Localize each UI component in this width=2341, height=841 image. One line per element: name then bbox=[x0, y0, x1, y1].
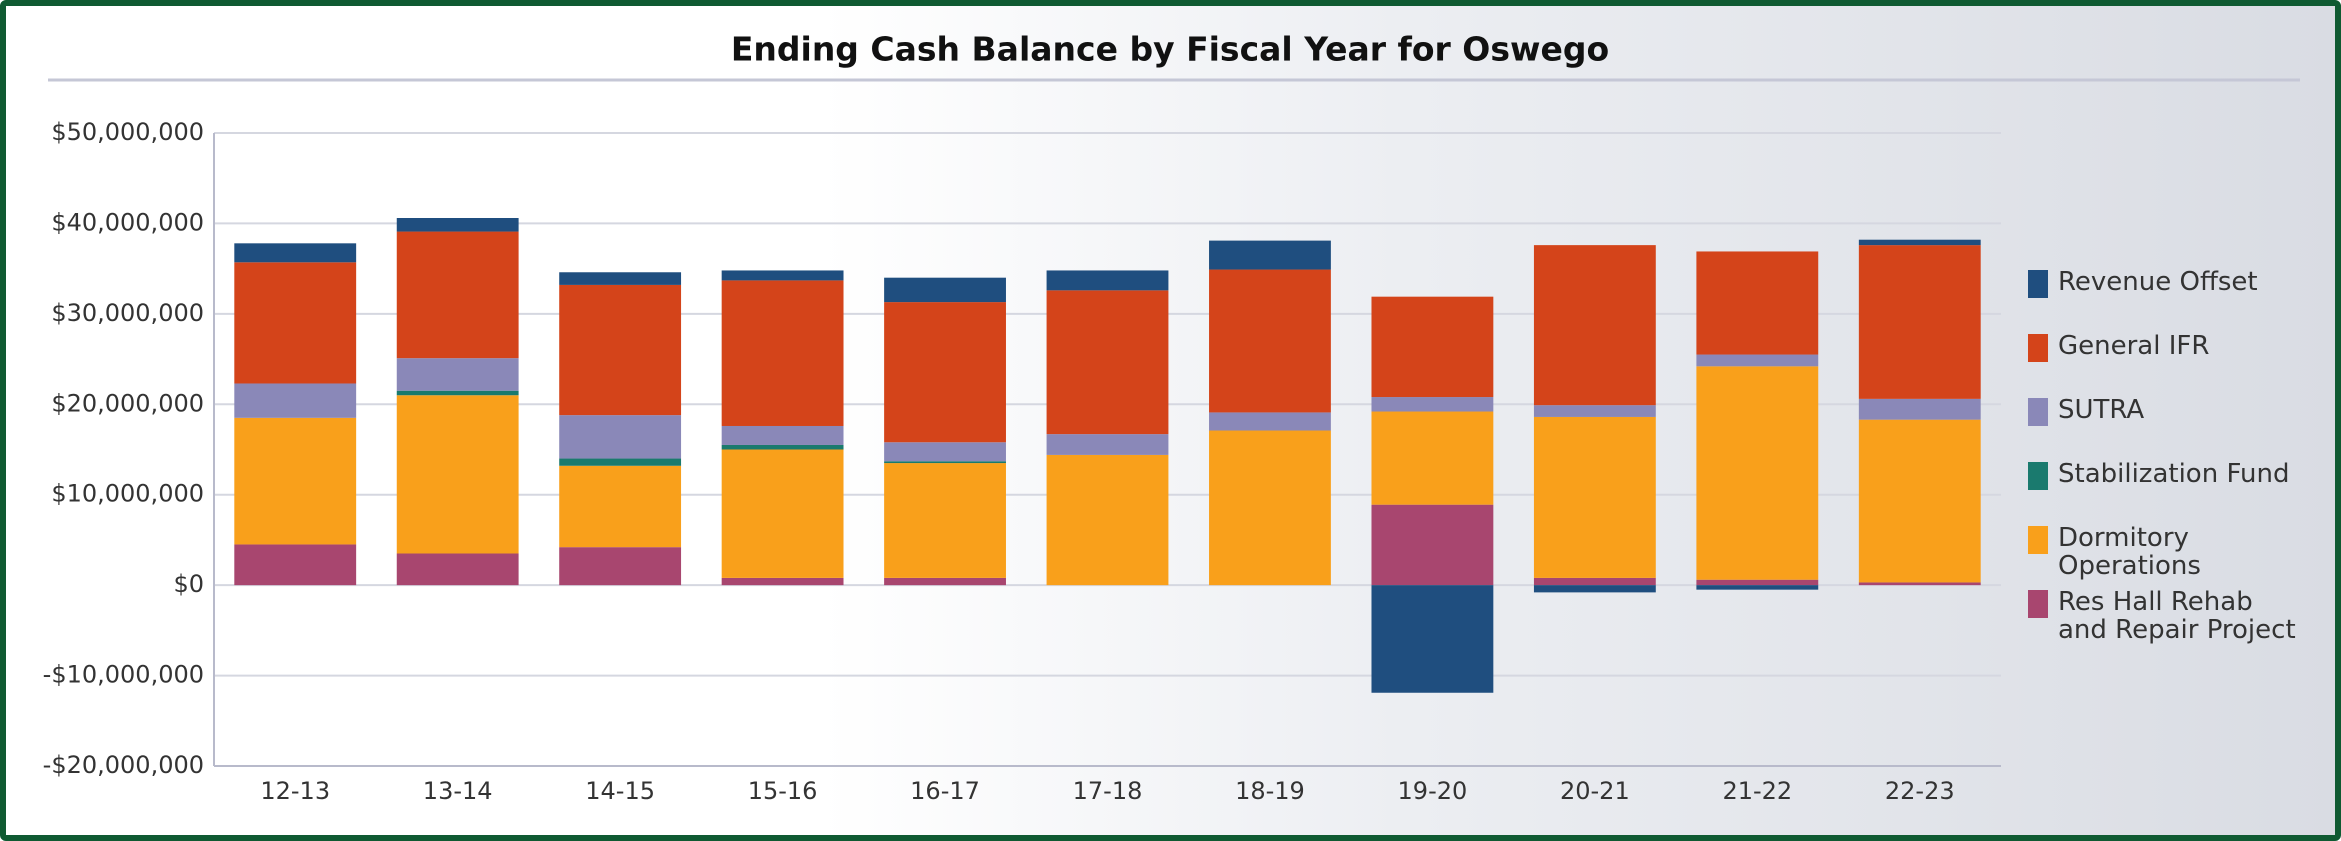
bar-segment bbox=[1858, 582, 1981, 586]
legend-item: Stabilization Fund bbox=[2028, 460, 2298, 490]
bar-segment bbox=[884, 302, 1006, 443]
y-tick-label: $0 bbox=[173, 570, 204, 598]
bar-segment bbox=[721, 577, 844, 586]
bar-segment bbox=[1533, 405, 1656, 417]
bar-segment bbox=[1209, 269, 1331, 413]
bar-segment bbox=[1371, 411, 1494, 505]
bar-segment bbox=[1858, 419, 1981, 583]
bar-segment bbox=[234, 417, 357, 545]
bar-segment bbox=[396, 231, 519, 359]
x-tick-label: 18-19 bbox=[1235, 777, 1305, 805]
bar-segment bbox=[1371, 504, 1494, 586]
y-tick-label: $30,000,000 bbox=[51, 299, 204, 327]
bar-segment bbox=[884, 463, 1006, 578]
bar-segment bbox=[559, 547, 682, 586]
legend-item: Revenue Offset bbox=[2028, 268, 2298, 298]
legend-swatch bbox=[2028, 334, 2048, 362]
legend-swatch bbox=[2028, 590, 2048, 618]
legend-item: Res Hall Rehab and Repair Project bbox=[2028, 588, 2298, 644]
legend-item: General IFR bbox=[2028, 332, 2298, 362]
y-tick-label: -$20,000,000 bbox=[43, 751, 204, 779]
x-tick-label: 16-17 bbox=[910, 777, 980, 805]
x-tick-label: 14-15 bbox=[585, 777, 655, 805]
bar-segment bbox=[559, 284, 682, 416]
x-tick-label: 21-22 bbox=[1722, 777, 1792, 805]
legend-item: Dormitory Operations bbox=[2028, 524, 2298, 580]
bar-segment bbox=[396, 553, 519, 586]
bar-segment bbox=[234, 243, 357, 263]
y-tick-label: $10,000,000 bbox=[51, 480, 204, 508]
bar-segment bbox=[234, 544, 357, 586]
x-tick-label: 19-20 bbox=[1398, 777, 1468, 805]
y-tick-label: -$10,000,000 bbox=[43, 661, 204, 689]
bar-segment bbox=[559, 465, 682, 548]
legend-label: Dormitory Operations bbox=[2058, 523, 2201, 581]
bar-segment bbox=[1533, 577, 1656, 586]
bar-segment bbox=[1533, 416, 1656, 578]
legend-label: General IFR bbox=[2058, 331, 2210, 361]
bar-segment bbox=[721, 425, 844, 445]
x-tick-label: 20-21 bbox=[1560, 777, 1630, 805]
y-tick-label: $50,000,000 bbox=[51, 118, 204, 146]
bar-segment bbox=[1696, 251, 1819, 355]
bar-segment bbox=[234, 262, 357, 384]
bar-segment bbox=[1046, 290, 1169, 435]
bar-segment bbox=[559, 458, 682, 466]
bar-segment bbox=[1696, 366, 1819, 580]
bar-segment bbox=[1209, 240, 1331, 270]
y-tick-label: $40,000,000 bbox=[51, 208, 204, 236]
bar-segment bbox=[1533, 245, 1656, 406]
x-tick-label: 22-23 bbox=[1885, 777, 1955, 805]
x-tick-label: 17-18 bbox=[1073, 777, 1143, 805]
bar-segment bbox=[1371, 397, 1494, 412]
bar-segment bbox=[721, 444, 844, 450]
legend-label: Res Hall Rehab and Repair Project bbox=[2058, 587, 2296, 645]
bar-segment bbox=[1046, 270, 1169, 291]
legend-label: SUTRA bbox=[2058, 395, 2145, 425]
bar-segment bbox=[1046, 434, 1169, 455]
bar-segment bbox=[396, 395, 519, 554]
bar-segment bbox=[1696, 585, 1819, 590]
bar-segment bbox=[1371, 585, 1494, 693]
x-tick-label: 15-16 bbox=[748, 777, 818, 805]
bar-segment bbox=[1858, 398, 1981, 420]
bar-segment bbox=[234, 383, 357, 418]
x-tick-label: 13-14 bbox=[423, 777, 493, 805]
bar-segment bbox=[884, 277, 1006, 303]
y-tick-label: $20,000,000 bbox=[51, 389, 204, 417]
bar-segment bbox=[1209, 430, 1331, 586]
bar-segment bbox=[721, 270, 844, 281]
x-tick-label: 12-13 bbox=[260, 777, 330, 805]
legend-swatch bbox=[2028, 270, 2048, 298]
bar-segment bbox=[1046, 454, 1169, 586]
bar-segment bbox=[1858, 245, 1981, 399]
legend-swatch bbox=[2028, 398, 2048, 426]
bar-segment bbox=[1858, 239, 1981, 246]
bar-segment bbox=[884, 442, 1006, 462]
bar-segment bbox=[1696, 579, 1819, 586]
bar-segment bbox=[884, 461, 1006, 464]
bar-segment bbox=[396, 390, 519, 396]
legend-label: Stabilization Fund bbox=[2058, 459, 2290, 489]
bar-segment bbox=[721, 449, 844, 578]
legend-item: SUTRA bbox=[2028, 396, 2298, 426]
legend-swatch bbox=[2028, 526, 2048, 554]
bar-segment bbox=[1371, 296, 1494, 398]
bar-segment bbox=[721, 280, 844, 426]
bar-segment bbox=[1696, 354, 1819, 367]
bar-segment bbox=[1533, 585, 1656, 593]
chart-title: Ending Cash Balance by Fiscal Year for O… bbox=[731, 30, 1609, 69]
bar-segment bbox=[559, 415, 682, 459]
bar-segment bbox=[559, 272, 682, 285]
bar-segment bbox=[396, 358, 519, 391]
bar-segment bbox=[1209, 412, 1331, 431]
bar-segment bbox=[396, 218, 519, 232]
legend-label: Revenue Offset bbox=[2058, 267, 2258, 297]
legend-swatch bbox=[2028, 462, 2048, 490]
bar-segment bbox=[884, 577, 1006, 586]
